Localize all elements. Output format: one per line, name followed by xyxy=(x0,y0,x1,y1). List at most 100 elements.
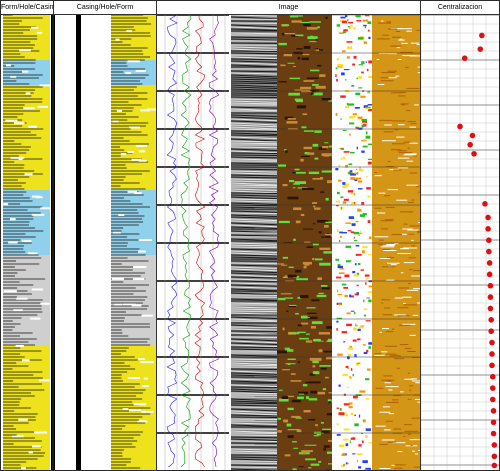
image-texture xyxy=(406,30,412,32)
image-texture xyxy=(307,316,318,320)
wave-trace xyxy=(230,80,278,83)
image-texture xyxy=(390,149,402,151)
wave-trace xyxy=(230,242,278,245)
curve-sample xyxy=(337,303,342,306)
log-curve xyxy=(194,15,206,468)
wave-trace xyxy=(230,28,278,31)
lithology-gap xyxy=(114,303,123,306)
wave-trace xyxy=(230,54,278,57)
curve-sample xyxy=(348,216,355,219)
image-texture xyxy=(379,258,391,260)
curve-sample xyxy=(368,143,374,146)
image-texture xyxy=(413,155,417,157)
curve-sample xyxy=(340,206,342,210)
curve-sample xyxy=(353,27,356,30)
curve-sample xyxy=(348,21,353,24)
image-texture xyxy=(321,97,331,101)
curve-sample xyxy=(354,107,360,109)
image-texture xyxy=(283,54,293,57)
lithology-gap xyxy=(39,84,53,87)
image-texture xyxy=(383,375,393,377)
image-texture xyxy=(385,386,399,388)
image-texture xyxy=(288,92,300,96)
wave-trace xyxy=(230,370,278,374)
image-texture xyxy=(278,220,290,224)
image-texture xyxy=(315,38,318,41)
image-texture xyxy=(380,80,394,82)
curve-sample xyxy=(339,231,344,234)
lithology-gap xyxy=(16,297,28,300)
curve-sample xyxy=(346,56,350,59)
image-texture xyxy=(301,187,314,191)
image-texture xyxy=(409,439,420,441)
curve-sample xyxy=(348,260,352,262)
curve-sample xyxy=(345,462,348,465)
image-texture xyxy=(287,407,294,411)
image-texture xyxy=(406,160,414,162)
image-texture xyxy=(312,371,320,375)
wave-trace xyxy=(230,278,278,281)
image-texture xyxy=(381,328,390,330)
image-texture xyxy=(380,77,388,79)
curve-sample xyxy=(356,146,358,150)
image-texture xyxy=(411,199,415,201)
curve-sample xyxy=(342,201,347,204)
formation-layer xyxy=(3,375,50,470)
curve-sample xyxy=(362,124,367,127)
image-texture xyxy=(398,287,410,289)
wave-trace xyxy=(230,114,278,118)
wave-trace xyxy=(230,378,278,382)
image-texture xyxy=(293,183,300,185)
centralization-marker xyxy=(477,46,484,52)
wave-trace xyxy=(230,386,278,389)
image-texture xyxy=(378,52,390,54)
image-texture xyxy=(409,334,416,336)
lithology-gap xyxy=(127,60,140,63)
image-texture xyxy=(400,103,409,105)
wave-trace xyxy=(230,128,278,131)
curve-sample xyxy=(348,163,353,165)
curve-sample xyxy=(368,346,371,349)
image-texture xyxy=(298,466,304,468)
wave-trace xyxy=(230,142,278,145)
image-texture xyxy=(288,304,297,307)
image-texture xyxy=(290,373,296,375)
image-texture xyxy=(407,121,416,123)
wave-trace xyxy=(230,348,278,351)
lithology-gap xyxy=(140,109,150,112)
image-texture xyxy=(417,72,420,74)
image-texture xyxy=(407,372,411,374)
wave-trace xyxy=(230,174,278,177)
image-texture xyxy=(308,171,320,175)
image-texture xyxy=(295,269,302,273)
image-texture xyxy=(312,223,316,225)
image-texture xyxy=(294,89,302,91)
wave-trace xyxy=(230,424,278,427)
lithology-gap xyxy=(40,207,52,210)
image-texture xyxy=(387,257,395,259)
image-texture xyxy=(326,356,334,360)
curve-sample xyxy=(347,230,352,232)
wave-trace xyxy=(230,198,278,201)
curve-sample xyxy=(356,292,359,295)
image-texture xyxy=(303,146,313,150)
image-texture xyxy=(278,398,289,402)
image-texture xyxy=(319,262,331,266)
image-texture xyxy=(391,234,403,236)
curve-sample xyxy=(365,467,371,470)
curve-sample xyxy=(349,376,353,380)
wave-trace xyxy=(230,276,278,279)
image-texture xyxy=(381,439,395,441)
image-texture xyxy=(382,406,391,408)
curve-sample xyxy=(339,147,343,150)
image-texture xyxy=(317,64,322,67)
image-texture xyxy=(390,264,397,266)
wave-trace xyxy=(230,100,278,103)
wave-trace xyxy=(230,96,278,99)
image-texture xyxy=(289,15,298,18)
image-texture xyxy=(408,283,411,285)
image-texture xyxy=(287,363,291,366)
wave-trace xyxy=(230,308,278,311)
centralization-marker xyxy=(486,248,492,255)
image-texture xyxy=(379,331,382,333)
